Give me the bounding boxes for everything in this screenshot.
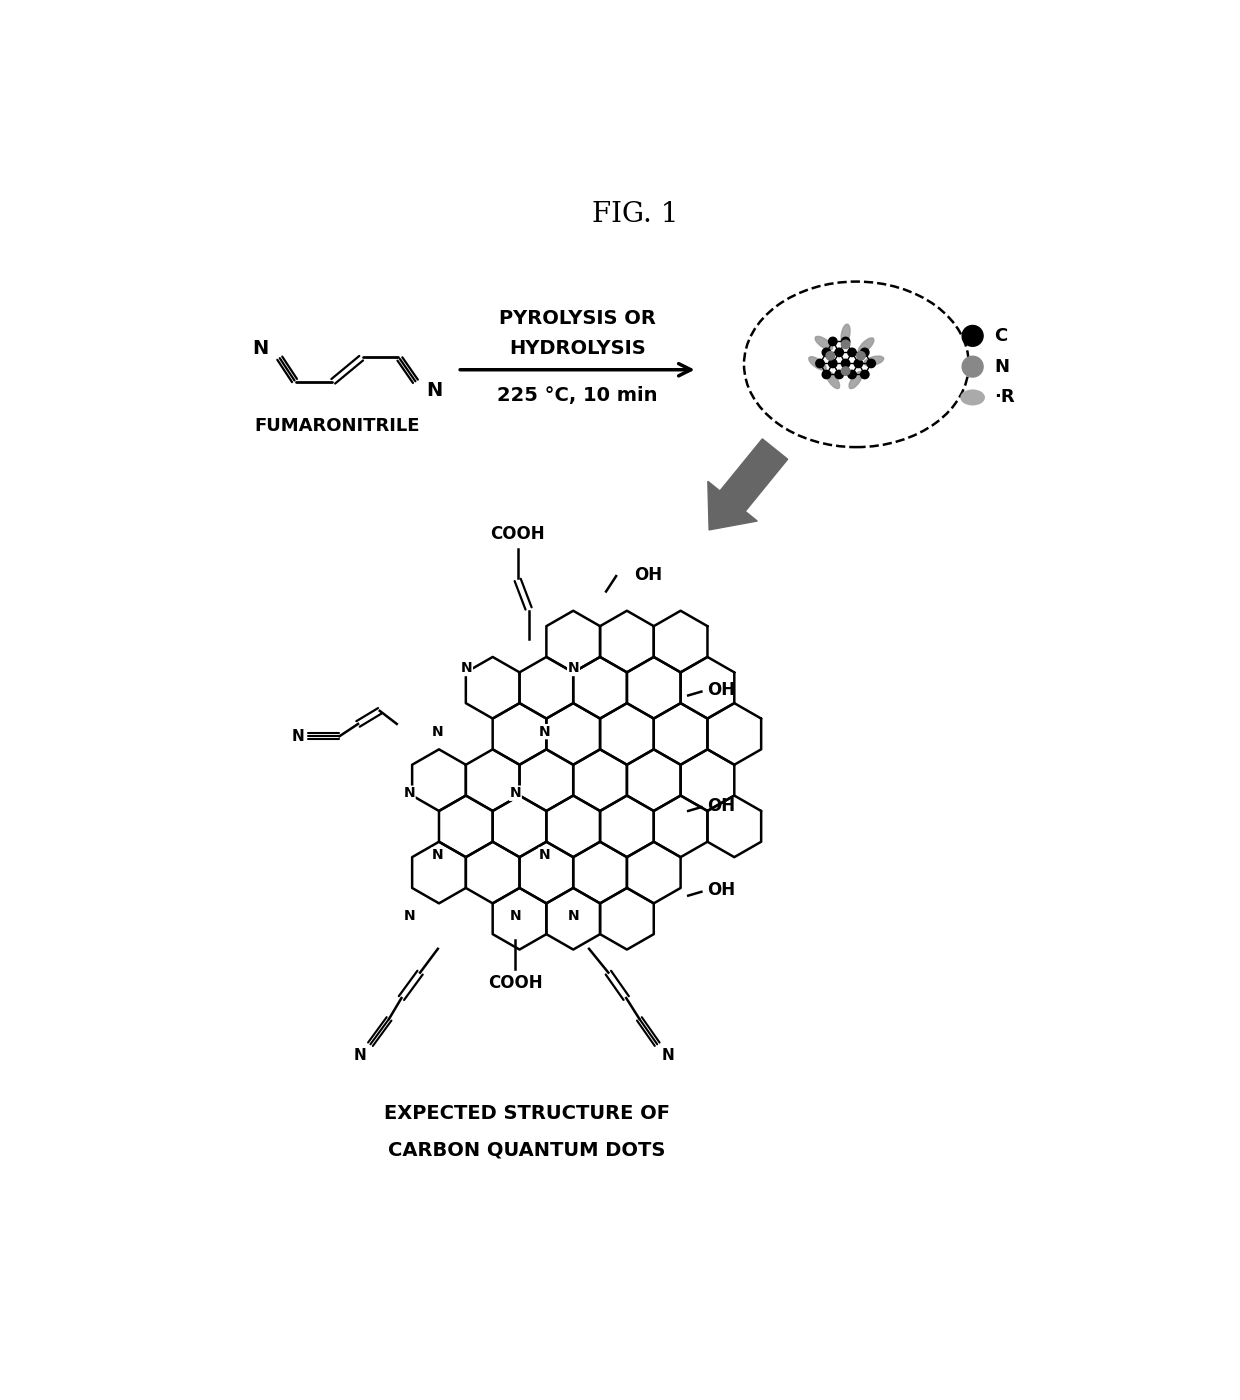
Circle shape bbox=[861, 349, 869, 357]
Text: OH: OH bbox=[634, 566, 662, 584]
Text: C: C bbox=[994, 326, 1008, 344]
Text: HYDROLYSIS: HYDROLYSIS bbox=[508, 339, 646, 358]
Circle shape bbox=[842, 337, 849, 346]
Text: FUMARONITRILE: FUMARONITRILE bbox=[254, 417, 420, 435]
Ellipse shape bbox=[961, 391, 985, 405]
Text: N: N bbox=[252, 339, 269, 358]
Text: N: N bbox=[568, 910, 579, 924]
Circle shape bbox=[842, 340, 849, 349]
Circle shape bbox=[848, 370, 856, 378]
Circle shape bbox=[861, 370, 869, 378]
Text: N: N bbox=[353, 1047, 367, 1063]
Circle shape bbox=[867, 360, 875, 368]
Text: N: N bbox=[432, 848, 444, 862]
Circle shape bbox=[835, 370, 843, 378]
Ellipse shape bbox=[858, 337, 874, 353]
Text: FIG. 1: FIG. 1 bbox=[593, 200, 678, 228]
Circle shape bbox=[822, 349, 831, 357]
Text: CARBON QUANTUM DOTS: CARBON QUANTUM DOTS bbox=[388, 1140, 666, 1159]
Circle shape bbox=[828, 360, 837, 368]
Text: EXPECTED STRUCTURE OF: EXPECTED STRUCTURE OF bbox=[384, 1105, 670, 1123]
Circle shape bbox=[854, 360, 863, 368]
Text: N: N bbox=[539, 725, 551, 739]
Text: N: N bbox=[432, 725, 444, 739]
Text: N: N bbox=[510, 910, 521, 924]
Circle shape bbox=[822, 370, 831, 378]
Text: N: N bbox=[291, 729, 305, 743]
Ellipse shape bbox=[864, 356, 884, 365]
Circle shape bbox=[848, 349, 856, 357]
Text: N: N bbox=[568, 662, 579, 676]
Text: N: N bbox=[427, 381, 443, 400]
Circle shape bbox=[842, 367, 849, 375]
Circle shape bbox=[826, 351, 835, 360]
Circle shape bbox=[816, 360, 825, 368]
Text: COOH: COOH bbox=[490, 525, 546, 543]
Circle shape bbox=[857, 351, 866, 360]
Text: N: N bbox=[994, 357, 1009, 375]
Ellipse shape bbox=[849, 371, 863, 389]
Circle shape bbox=[828, 337, 837, 346]
Circle shape bbox=[962, 356, 983, 377]
Text: N: N bbox=[539, 848, 551, 862]
Circle shape bbox=[962, 325, 983, 346]
Text: 225 °C, 10 min: 225 °C, 10 min bbox=[497, 385, 657, 405]
Text: OH: OH bbox=[707, 881, 735, 899]
Text: PYROLYSIS OR: PYROLYSIS OR bbox=[498, 308, 656, 328]
Ellipse shape bbox=[826, 371, 839, 389]
Text: OH: OH bbox=[707, 680, 735, 699]
Ellipse shape bbox=[808, 357, 826, 370]
FancyArrow shape bbox=[708, 438, 787, 531]
Text: OH: OH bbox=[707, 797, 735, 815]
Text: N: N bbox=[510, 787, 521, 801]
Text: N: N bbox=[461, 662, 472, 676]
Ellipse shape bbox=[841, 325, 851, 344]
Ellipse shape bbox=[815, 336, 832, 350]
Text: ·R: ·R bbox=[994, 388, 1016, 406]
Text: COOH: COOH bbox=[489, 973, 543, 991]
Text: N: N bbox=[662, 1047, 675, 1063]
Circle shape bbox=[842, 360, 849, 368]
Text: N: N bbox=[403, 787, 415, 801]
Text: N: N bbox=[403, 910, 415, 924]
Circle shape bbox=[835, 349, 843, 357]
